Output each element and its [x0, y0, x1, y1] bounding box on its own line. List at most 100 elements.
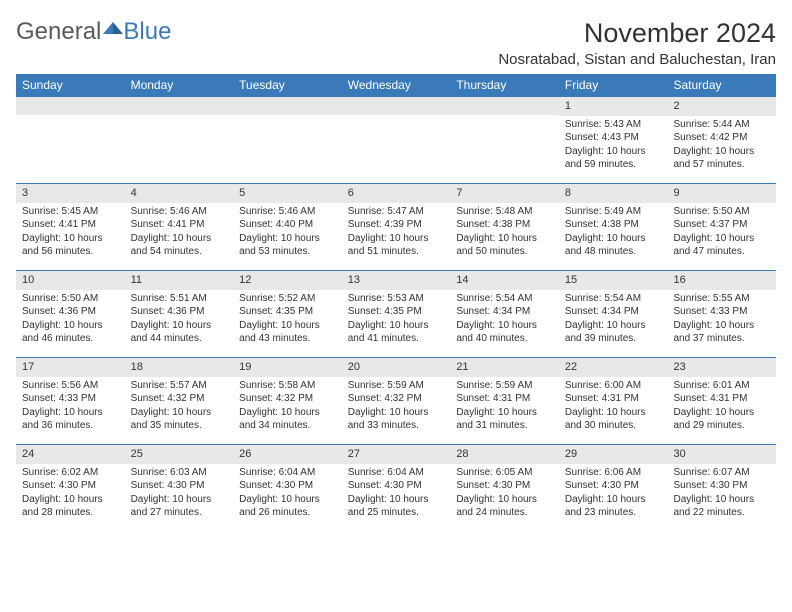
daylight-text: Daylight: 10 hours and 24 minutes. [456, 493, 553, 520]
day-cell [450, 97, 559, 183]
day-content: Sunrise: 6:03 AMSunset: 4:30 PMDaylight:… [125, 464, 234, 524]
sunset-text: Sunset: 4:35 PM [348, 305, 445, 319]
day-number: 5 [233, 184, 342, 203]
sunset-text: Sunset: 4:42 PM [673, 131, 770, 145]
sunrise-text: Sunrise: 5:51 AM [131, 292, 228, 306]
daylight-text: Daylight: 10 hours and 34 minutes. [239, 406, 336, 433]
day-cell: 1Sunrise: 5:43 AMSunset: 4:43 PMDaylight… [559, 97, 668, 183]
day-number: 3 [16, 184, 125, 203]
weekday-header: Thursday [450, 74, 559, 96]
sunset-text: Sunset: 4:30 PM [565, 479, 662, 493]
day-cell: 19Sunrise: 5:58 AMSunset: 4:32 PMDayligh… [233, 358, 342, 444]
sunset-text: Sunset: 4:35 PM [239, 305, 336, 319]
sunrise-text: Sunrise: 5:48 AM [456, 205, 553, 219]
day-content: Sunrise: 6:00 AMSunset: 4:31 PMDaylight:… [559, 377, 668, 437]
week-row: 17Sunrise: 5:56 AMSunset: 4:33 PMDayligh… [16, 357, 776, 444]
daylight-text: Daylight: 10 hours and 36 minutes. [22, 406, 119, 433]
day-content: Sunrise: 5:43 AMSunset: 4:43 PMDaylight:… [559, 116, 668, 176]
daylight-text: Daylight: 10 hours and 41 minutes. [348, 319, 445, 346]
day-content: Sunrise: 5:53 AMSunset: 4:35 PMDaylight:… [342, 290, 451, 350]
sunset-text: Sunset: 4:37 PM [673, 218, 770, 232]
logo: General Blue [16, 18, 171, 46]
day-content: Sunrise: 5:50 AMSunset: 4:37 PMDaylight:… [667, 203, 776, 263]
day-number: 12 [233, 271, 342, 290]
day-number: 17 [16, 358, 125, 377]
day-number: 26 [233, 445, 342, 464]
daylight-text: Daylight: 10 hours and 54 minutes. [131, 232, 228, 259]
day-cell: 23Sunrise: 6:01 AMSunset: 4:31 PMDayligh… [667, 358, 776, 444]
weekday-header: Sunday [16, 74, 125, 96]
day-number: 8 [559, 184, 668, 203]
day-number: 30 [667, 445, 776, 464]
daylight-text: Daylight: 10 hours and 35 minutes. [131, 406, 228, 433]
day-content: Sunrise: 5:57 AMSunset: 4:32 PMDaylight:… [125, 377, 234, 437]
day-content: Sunrise: 5:46 AMSunset: 4:40 PMDaylight:… [233, 203, 342, 263]
day-cell [125, 97, 234, 183]
sunrise-text: Sunrise: 5:59 AM [348, 379, 445, 393]
day-number [233, 97, 342, 115]
logo-text-blue: Blue [123, 18, 171, 46]
daylight-text: Daylight: 10 hours and 59 minutes. [565, 145, 662, 172]
day-number: 18 [125, 358, 234, 377]
day-number: 22 [559, 358, 668, 377]
day-cell [16, 97, 125, 183]
day-content: Sunrise: 5:58 AMSunset: 4:32 PMDaylight:… [233, 377, 342, 437]
sunset-text: Sunset: 4:30 PM [456, 479, 553, 493]
sunrise-text: Sunrise: 6:05 AM [456, 466, 553, 480]
sunrise-text: Sunrise: 5:45 AM [22, 205, 119, 219]
day-number: 1 [559, 97, 668, 116]
day-cell: 21Sunrise: 5:59 AMSunset: 4:31 PMDayligh… [450, 358, 559, 444]
day-number [450, 97, 559, 115]
sunrise-text: Sunrise: 5:46 AM [239, 205, 336, 219]
day-number: 16 [667, 271, 776, 290]
day-number [16, 97, 125, 115]
day-content: Sunrise: 5:54 AMSunset: 4:34 PMDaylight:… [450, 290, 559, 350]
sunset-text: Sunset: 4:33 PM [673, 305, 770, 319]
day-cell [233, 97, 342, 183]
sunrise-text: Sunrise: 5:43 AM [565, 118, 662, 132]
sunset-text: Sunset: 4:30 PM [348, 479, 445, 493]
sunrise-text: Sunrise: 5:44 AM [673, 118, 770, 132]
day-cell: 5Sunrise: 5:46 AMSunset: 4:40 PMDaylight… [233, 184, 342, 270]
day-cell: 27Sunrise: 6:04 AMSunset: 4:30 PMDayligh… [342, 445, 451, 531]
week-row: 10Sunrise: 5:50 AMSunset: 4:36 PMDayligh… [16, 270, 776, 357]
sunset-text: Sunset: 4:30 PM [239, 479, 336, 493]
sunrise-text: Sunrise: 5:57 AM [131, 379, 228, 393]
calendar-page: General Blue November 2024 Nosratabad, S… [0, 0, 792, 612]
daylight-text: Daylight: 10 hours and 27 minutes. [131, 493, 228, 520]
day-cell: 7Sunrise: 5:48 AMSunset: 4:38 PMDaylight… [450, 184, 559, 270]
daylight-text: Daylight: 10 hours and 44 minutes. [131, 319, 228, 346]
title-block: November 2024 Nosratabad, Sistan and Bal… [498, 18, 776, 68]
sunset-text: Sunset: 4:30 PM [22, 479, 119, 493]
day-number: 2 [667, 97, 776, 116]
day-cell: 25Sunrise: 6:03 AMSunset: 4:30 PMDayligh… [125, 445, 234, 531]
daylight-text: Daylight: 10 hours and 37 minutes. [673, 319, 770, 346]
sunrise-text: Sunrise: 6:04 AM [348, 466, 445, 480]
daylight-text: Daylight: 10 hours and 28 minutes. [22, 493, 119, 520]
day-cell: 15Sunrise: 5:54 AMSunset: 4:34 PMDayligh… [559, 271, 668, 357]
sunset-text: Sunset: 4:33 PM [22, 392, 119, 406]
sunset-text: Sunset: 4:41 PM [22, 218, 119, 232]
day-number: 10 [16, 271, 125, 290]
sunset-text: Sunset: 4:36 PM [22, 305, 119, 319]
sunrise-text: Sunrise: 5:55 AM [673, 292, 770, 306]
day-cell: 14Sunrise: 5:54 AMSunset: 4:34 PMDayligh… [450, 271, 559, 357]
day-content: Sunrise: 6:06 AMSunset: 4:30 PMDaylight:… [559, 464, 668, 524]
sunset-text: Sunset: 4:34 PM [565, 305, 662, 319]
sunrise-text: Sunrise: 5:50 AM [673, 205, 770, 219]
day-content: Sunrise: 5:48 AMSunset: 4:38 PMDaylight:… [450, 203, 559, 263]
daylight-text: Daylight: 10 hours and 29 minutes. [673, 406, 770, 433]
daylight-text: Daylight: 10 hours and 57 minutes. [673, 145, 770, 172]
sunrise-text: Sunrise: 6:07 AM [673, 466, 770, 480]
sunrise-text: Sunrise: 5:52 AM [239, 292, 336, 306]
daylight-text: Daylight: 10 hours and 50 minutes. [456, 232, 553, 259]
day-content: Sunrise: 5:54 AMSunset: 4:34 PMDaylight:… [559, 290, 668, 350]
day-number: 14 [450, 271, 559, 290]
sunset-text: Sunset: 4:31 PM [565, 392, 662, 406]
week-row: 3Sunrise: 5:45 AMSunset: 4:41 PMDaylight… [16, 183, 776, 270]
month-title: November 2024 [498, 18, 776, 49]
day-cell: 11Sunrise: 5:51 AMSunset: 4:36 PMDayligh… [125, 271, 234, 357]
sunset-text: Sunset: 4:41 PM [131, 218, 228, 232]
sunset-text: Sunset: 4:31 PM [673, 392, 770, 406]
sunrise-text: Sunrise: 6:03 AM [131, 466, 228, 480]
